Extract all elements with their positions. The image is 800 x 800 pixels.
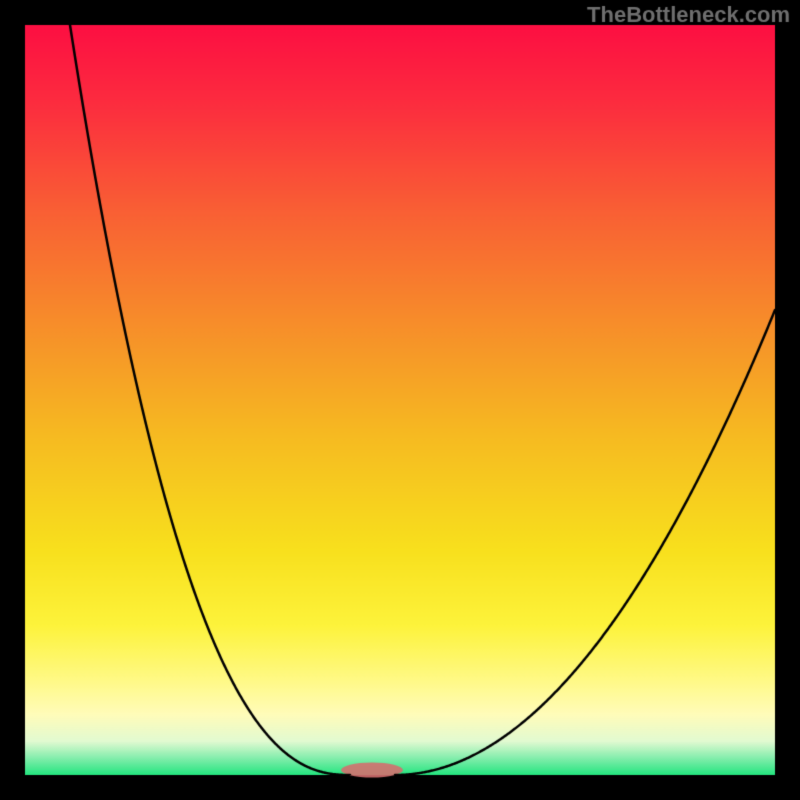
bottleneck-chart [0, 0, 800, 800]
